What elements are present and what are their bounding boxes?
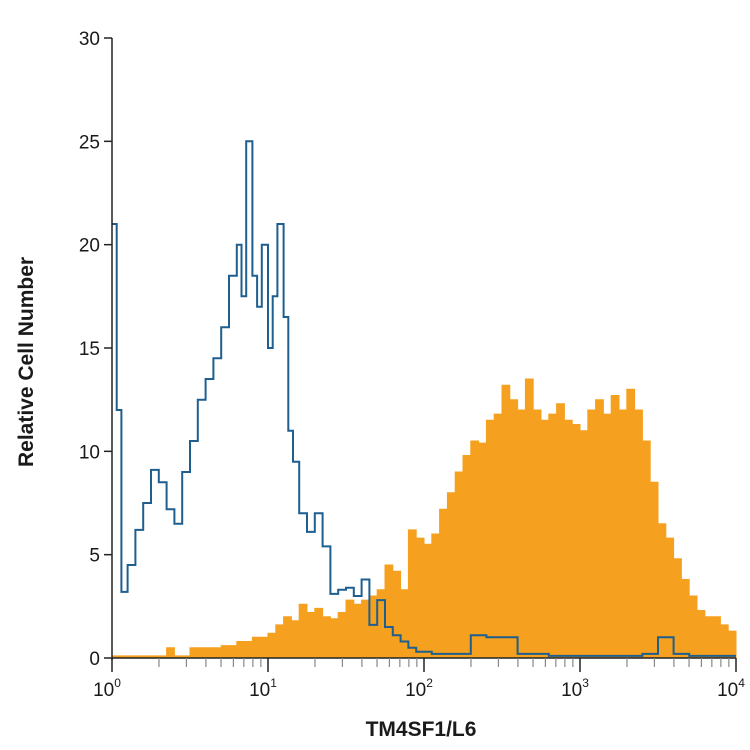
y-tick-label: 30	[79, 29, 100, 50]
y-tick-label: 10	[79, 442, 100, 463]
y-tick-label: 0	[89, 649, 100, 670]
axes: 0 5 10 15 20 25 30 100 101 102 103 104	[79, 29, 745, 701]
x-axis-title: TM4SF1/L6	[366, 718, 477, 741]
x-tick-label: 103	[561, 676, 589, 701]
histogram-isotype-control	[112, 140, 736, 657]
x-tick-label: 104	[717, 676, 745, 701]
y-tick-label: 20	[79, 236, 100, 257]
histogram-tm4sf1-l6-antibody	[111, 378, 737, 659]
x-tick-label: 101	[249, 676, 277, 701]
y-axis-title: Relative Cell Number	[15, 257, 38, 467]
y-tick-label: 25	[79, 132, 100, 153]
x-tick-label: 100	[93, 676, 121, 701]
y-tick-label: 15	[79, 339, 100, 360]
plot-area	[111, 140, 737, 659]
x-tick-label: 102	[405, 676, 433, 701]
y-tick-label: 5	[89, 546, 100, 567]
